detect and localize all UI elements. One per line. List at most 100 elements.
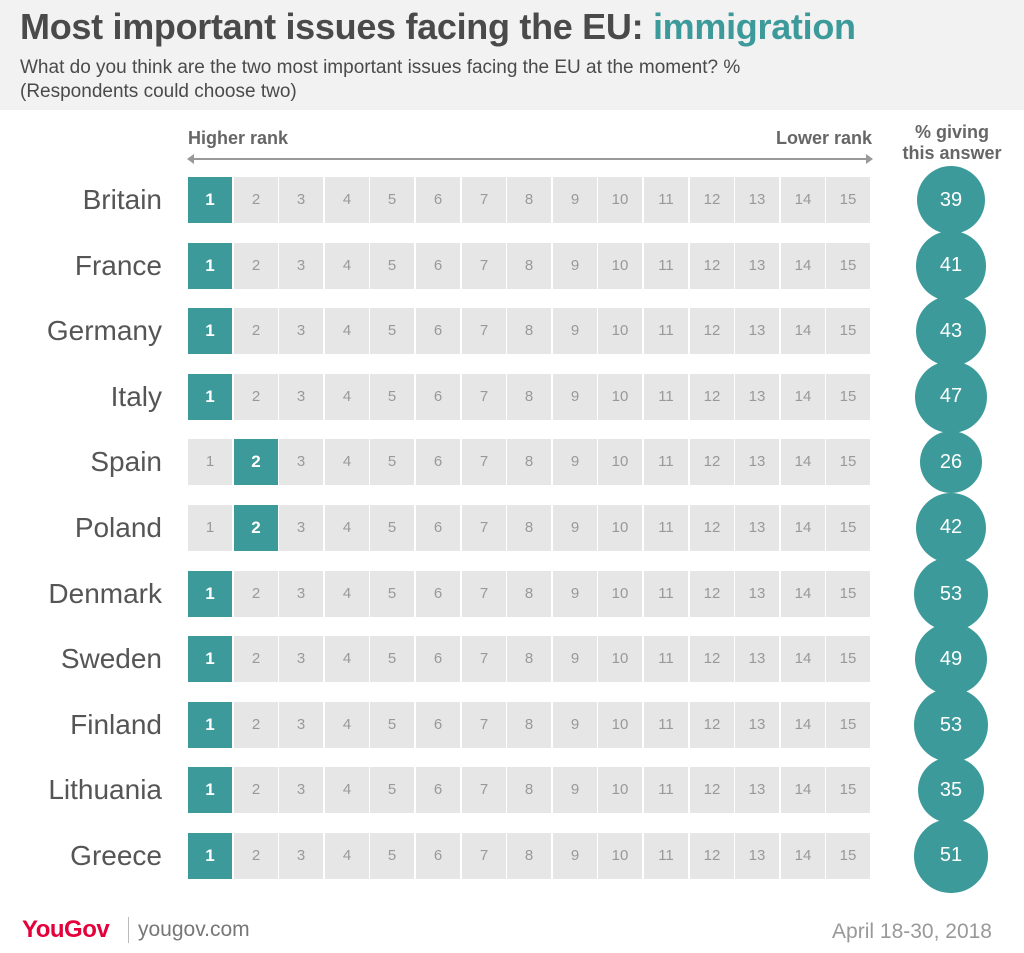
- rank-cell: 14: [781, 374, 825, 420]
- rank-cell: 5: [370, 374, 414, 420]
- rank-cell: 6: [416, 636, 460, 682]
- percent-bubble: 42: [916, 493, 986, 563]
- rank-cell: 6: [416, 374, 460, 420]
- rank-cell: 5: [370, 636, 414, 682]
- site-url: yougov.com: [138, 918, 250, 941]
- country-label: Germany: [46, 315, 162, 346]
- rank-cell: 7: [462, 702, 506, 748]
- rank-cell: 2: [234, 308, 278, 354]
- rank-cell: 4: [325, 636, 369, 682]
- percent-bubble: 26: [919, 430, 983, 494]
- rank-cell: 7: [462, 505, 506, 551]
- header: Most important issues facing the EU: imm…: [0, 0, 1024, 110]
- rank-cell: 5: [370, 767, 414, 813]
- percent-bubble: 47: [915, 361, 987, 433]
- rank-cell: 13: [735, 833, 779, 879]
- rank-cell: 15: [826, 505, 870, 551]
- rank-cell: 1: [188, 505, 232, 551]
- country-label: Lithuania: [48, 774, 162, 805]
- rank-cell: 8: [507, 439, 551, 485]
- rank-cell: 6: [416, 505, 460, 551]
- rank-cell: 7: [462, 439, 506, 485]
- rank-cell: 15: [826, 439, 870, 485]
- rank-cell: 8: [507, 374, 551, 420]
- rank-cell-selected: 1: [188, 308, 232, 354]
- country-label: Poland: [74, 512, 162, 543]
- table-row: Spain 1 2 3 4 5 6 7 8 9 10 11 12 13 14 15 26: [0, 430, 1024, 494]
- rank-cell: 4: [325, 505, 369, 551]
- percent-bubble: 49: [914, 622, 988, 696]
- country-label: Finland: [70, 709, 162, 740]
- rank-cell: 2: [234, 571, 278, 617]
- rank-cell: 11: [644, 636, 688, 682]
- rank-cell: 2: [234, 833, 278, 879]
- rank-cell: 12: [690, 571, 734, 617]
- rank-cell: 4: [325, 243, 369, 289]
- rank-cell: 7: [462, 767, 506, 813]
- table-row: Finland 1 2 3 4 5 6 7 8 9 10 11 12 13 14 15 53: [0, 688, 1024, 762]
- rank-cell: 10: [598, 177, 642, 223]
- rank-cell: 9: [553, 177, 597, 223]
- rank-cell: 2: [234, 636, 278, 682]
- rank-cell: 7: [462, 374, 506, 420]
- rank-cell: 12: [690, 833, 734, 879]
- rank-cell-selected: 1: [188, 702, 232, 748]
- country-label: Denmark: [48, 578, 162, 609]
- table-row: Britain 1 2 3 4 5 6 7 8 9 10 11 12 13 14 15 39: [0, 165, 1024, 235]
- percent-header-line-1: % giving: [914, 122, 989, 142]
- rank-axis-line: [192, 158, 868, 160]
- rank-cell: 4: [325, 702, 369, 748]
- chart-subtitle: What do you think are the two most impor…: [20, 56, 1000, 104]
- rank-cell: 14: [781, 636, 825, 682]
- rank-cell-selected: 1: [188, 571, 232, 617]
- survey-date: April 18-30, 2018: [832, 920, 992, 943]
- rank-cell: 5: [370, 571, 414, 617]
- rank-cell: 5: [370, 308, 414, 354]
- country-label: Greece: [70, 840, 162, 871]
- rank-cell: 15: [826, 702, 870, 748]
- rank-cell: 9: [553, 374, 597, 420]
- rank-cell-selected: 1: [188, 833, 232, 879]
- country-label: Italy: [110, 381, 162, 412]
- rank-cell: 8: [507, 243, 551, 289]
- rank-cell: 14: [781, 505, 825, 551]
- percent-header-line-2: this answer: [902, 143, 1002, 163]
- rank-cell: 4: [325, 767, 369, 813]
- rank-cell: 11: [644, 374, 688, 420]
- rank-cell: 13: [735, 702, 779, 748]
- rank-cell: 11: [644, 767, 688, 813]
- table-row: Poland 1 2 3 4 5 6 7 8 9 10 11 12 13 14 15 42: [0, 493, 1024, 563]
- rank-cell: 14: [781, 571, 825, 617]
- rank-cell: 10: [598, 833, 642, 879]
- rank-cell: 15: [826, 767, 870, 813]
- rank-cell: 11: [644, 439, 688, 485]
- rank-cell: 3: [279, 767, 323, 813]
- rank-cell: 8: [507, 505, 551, 551]
- title-main: Most important issues facing the EU:: [20, 6, 653, 47]
- table-row: France 1 2 3 4 5 6 7 8 9 10 11 12 13 14 15 41: [0, 231, 1024, 301]
- chart-title: Most important issues facing the EU: imm…: [20, 6, 856, 48]
- rank-cell: 15: [826, 636, 870, 682]
- rank-cell: 11: [644, 177, 688, 223]
- rank-cell: 7: [462, 833, 506, 879]
- arrow-left-icon: [187, 154, 194, 164]
- rank-cell: 11: [644, 571, 688, 617]
- rank-cell: 9: [553, 439, 597, 485]
- rank-cell: 6: [416, 571, 460, 617]
- rank-cell: 14: [781, 439, 825, 485]
- rank-cell-selected: 1: [188, 636, 232, 682]
- rank-cell: 3: [279, 505, 323, 551]
- percent-bubble: 43: [915, 295, 987, 367]
- percent-column-header: % giving this answer: [890, 122, 1014, 164]
- rank-cell: 10: [598, 243, 642, 289]
- rank-cell: 8: [507, 833, 551, 879]
- country-label: France: [74, 250, 162, 281]
- rank-cell: 13: [735, 243, 779, 289]
- rank-cell: 14: [781, 308, 825, 354]
- rank-cell: 8: [507, 308, 551, 354]
- table-row: Germany 1 2 3 4 5 6 7 8 9 10 11 12 13 14 15 43: [0, 295, 1024, 367]
- rank-cell-selected: 1: [188, 243, 232, 289]
- rank-cell: 11: [644, 308, 688, 354]
- rank-cell: 11: [644, 505, 688, 551]
- subtitle-line-1: What do you think are the two most impor…: [20, 57, 741, 78]
